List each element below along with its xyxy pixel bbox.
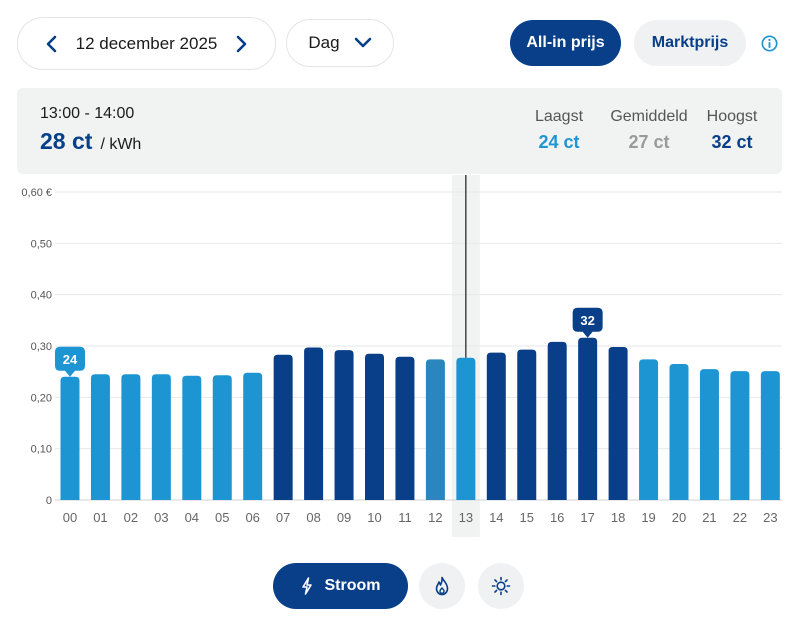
chevron-left-icon[interactable] [44,34,58,54]
lowest-stat: Laagst 24 ct [525,108,593,153]
y-tick-label: 0,30 [31,341,52,353]
x-tick-label: 18 [611,510,625,525]
lightning-icon [301,577,312,595]
chevron-right-icon[interactable] [235,34,249,54]
highest-label: Hoogst [706,108,758,125]
date-selector: 12 december 2025 [17,17,276,70]
lowest-label: Laagst [534,108,584,125]
price-bar-chart[interactable]: 0 0,10 0,20 0,30 0,40 0,50 0,60 € 00 01 02 03 04 05 0… [0,175,800,545]
lowest-value: 24 ct [538,132,580,152]
bar-hour-01[interactable] [90,374,110,500]
x-tick-label: 23 [763,510,777,525]
bar-hour-09[interactable] [334,350,354,500]
y-tick-label: 0 [46,495,52,507]
y-tick-label: 0,40 [31,290,52,302]
selected-price-unit: / kWh [100,136,142,153]
flame-icon [435,576,449,596]
bar-hour-20[interactable] [669,363,689,500]
chevron-down-icon [354,37,371,48]
x-tick-label: 08 [306,510,320,525]
bar-hour-03[interactable] [151,374,171,500]
price-summary-card: 13:00 - 14:00 28 ct / kWh Laagst 24 ct G… [17,88,782,174]
bar-hour-13[interactable] [456,357,476,500]
x-tick-label: 04 [185,510,199,525]
x-tick-label: 06 [245,510,259,525]
bar-hour-19[interactable] [639,359,659,500]
y-tick-label: 0,60 € [21,187,52,199]
bar-hour-00[interactable] [60,376,80,500]
bar-hour-04[interactable] [182,375,202,500]
stroom-button[interactable]: Stroom [273,563,408,609]
gas-button[interactable] [419,563,465,609]
average-value: 27 ct [628,132,670,152]
x-tick-label: 22 [733,510,747,525]
bar-hour-06[interactable] [243,372,263,500]
x-tick-label: 21 [702,510,716,525]
x-tick-label: 01 [93,510,107,525]
y-tick-label: 0,50 [31,238,52,250]
all-in-price-toggle[interactable]: All-in prijs [510,20,621,66]
price-callout-label: 32 [580,313,594,328]
x-tick-label: 10 [367,510,381,525]
bar-hour-10[interactable] [365,353,384,500]
x-tick-label: 11 [398,510,412,525]
x-tick-label: 03 [154,510,168,525]
x-tick-label: 07 [276,510,290,525]
x-tick-label: 13 [459,510,473,525]
bar-hour-08[interactable] [304,347,324,500]
x-tick-label: 02 [124,510,138,525]
x-tick-label: 00 [63,510,77,525]
bar-hour-14[interactable] [486,352,506,500]
x-tick-label: 05 [215,510,229,525]
bar-hour-11[interactable] [395,356,415,500]
info-icon[interactable] [761,35,778,52]
bar-hour-22[interactable] [730,371,750,500]
bar-hour-15[interactable] [517,349,537,500]
bar-hour-16[interactable] [547,341,567,500]
x-tick-label: 16 [550,510,564,525]
x-tick-label: 19 [641,510,655,525]
bar-hour-21[interactable] [699,369,719,500]
x-tick-label: 15 [520,510,534,525]
bar-hour-18[interactable] [608,347,628,500]
x-tick-label: 14 [489,510,503,525]
price-callout-bubble [55,346,85,377]
bar-hour-17[interactable] [578,337,598,500]
zon-button[interactable] [478,563,524,609]
stroom-label: Stroom [324,577,381,594]
selected-price-value: 28 ct [40,128,93,154]
highest-value: 32 ct [711,132,753,152]
bar-hour-23[interactable] [760,371,780,500]
bar-hour-12[interactable] [425,359,445,500]
sun-icon [491,576,511,596]
bar-hour-02[interactable] [121,374,141,500]
period-dropdown[interactable]: Dag [286,19,394,67]
period-label: Dag [308,33,340,52]
price-callout-bubble [572,307,603,338]
selected-price: 28 ct / kWh [40,128,141,155]
x-tick-label: 20 [672,510,686,525]
bar-hour-05[interactable] [212,375,232,500]
x-tick-label: 09 [337,510,351,525]
market-price-toggle[interactable]: Marktprijs [634,20,746,66]
bar-hour-07[interactable] [273,354,293,500]
y-tick-label: 0,20 [31,392,52,404]
highest-stat: Hoogst 32 ct [703,108,761,153]
average-stat: Gemiddeld 27 ct [597,108,701,153]
price-callout-label: 24 [63,352,78,367]
selected-time-range: 13:00 - 14:00 [40,105,135,122]
date-label: 12 december 2025 [75,33,218,53]
x-tick-label: 12 [428,510,442,525]
x-tick-label: 17 [580,510,594,525]
average-label: Gemiddeld [610,108,688,125]
y-tick-label: 0,10 [31,444,52,456]
